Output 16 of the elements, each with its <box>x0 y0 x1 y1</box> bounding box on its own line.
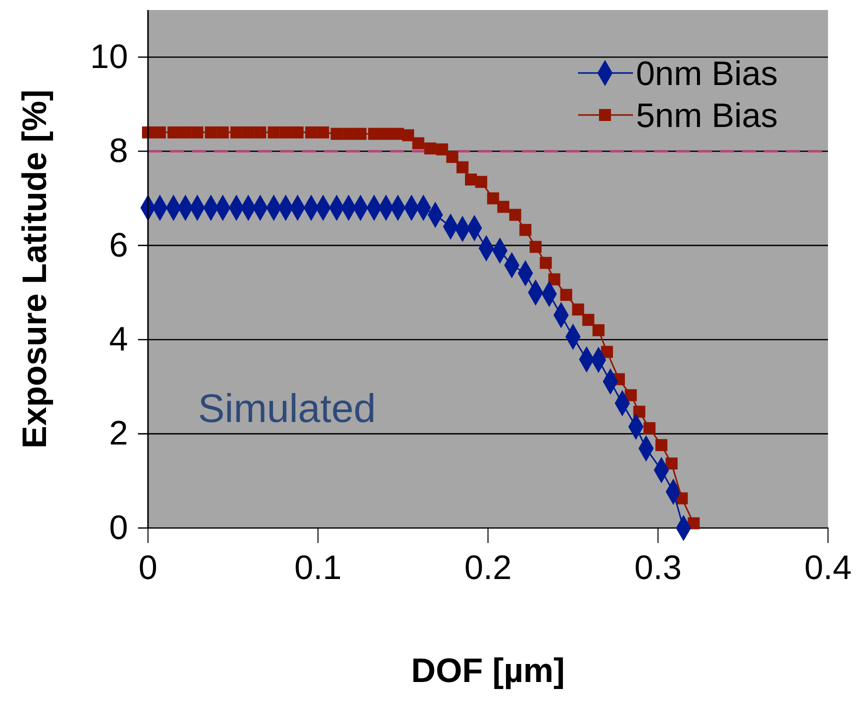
x-tick-label: 0.2 <box>464 549 512 588</box>
x-tick-label: 0.4 <box>804 549 852 588</box>
y-tick-label: 2 <box>109 414 128 453</box>
y-tick-label: 8 <box>109 132 128 170</box>
legend-label: 5nm Bias <box>636 97 778 135</box>
x-axis-title: DOF [µm] <box>411 652 565 690</box>
x-tick-label: 0.3 <box>634 549 682 588</box>
y-tick-label: 6 <box>109 226 128 264</box>
y-tick-label: 4 <box>109 320 128 359</box>
y-tick-label: 10 <box>90 38 128 76</box>
legend-label: 0nm Bias <box>636 55 778 93</box>
annotation: Simulated <box>198 387 376 431</box>
x-tick-label: 0.1 <box>294 549 342 588</box>
y-tick-label: 0 <box>109 508 128 547</box>
x-tick-label: 0 <box>138 549 158 588</box>
y-axis-title: Exposure Latitude [%] <box>16 90 54 448</box>
